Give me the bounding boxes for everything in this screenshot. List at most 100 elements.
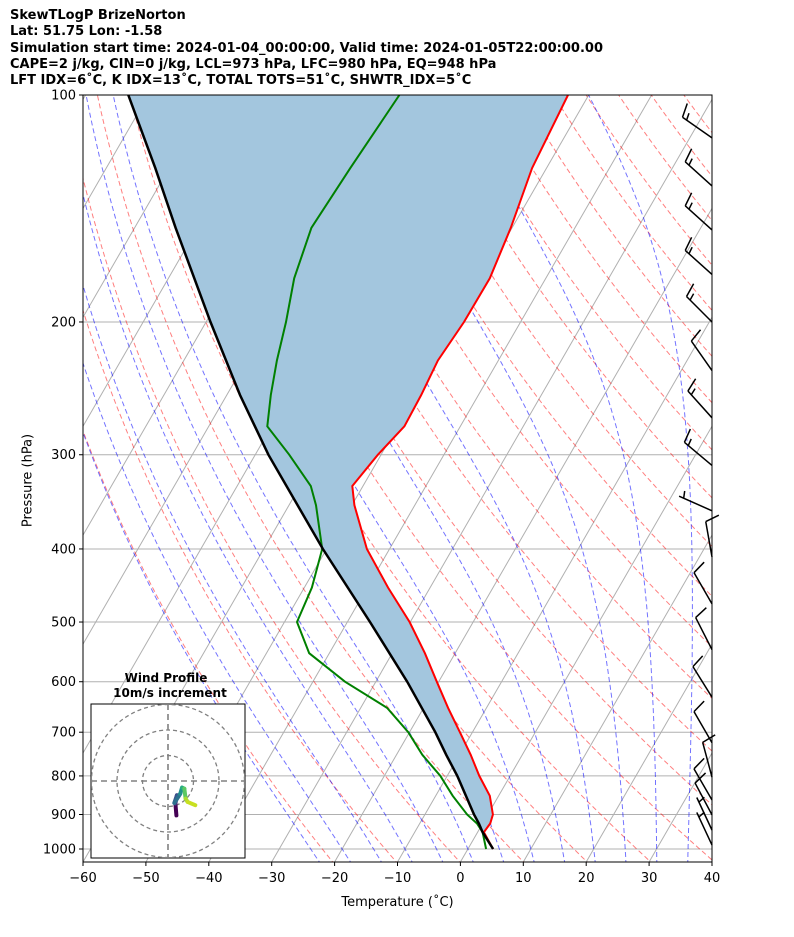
barb-staff [683, 441, 713, 467]
barb-staff [682, 116, 713, 139]
x-tick-label: −20 [321, 871, 348, 886]
isotherm [83, 95, 212, 319]
wind-barb [678, 490, 713, 512]
dry-adiabat [736, 78, 794, 865]
isotherm [83, 95, 150, 210]
moist-adiabat [83, 192, 413, 862]
wind-barb [684, 148, 713, 187]
wind-barb [687, 378, 713, 419]
dry-adiabat [324, 95, 712, 648]
barb-full [687, 378, 697, 392]
dry-adiabat [455, 95, 712, 451]
cape-shading [128, 95, 569, 849]
moist-adiabat [458, 95, 658, 862]
dry-adiabat [292, 95, 712, 700]
barb-half [688, 246, 693, 255]
barb-staff [684, 161, 713, 187]
barb-full [690, 329, 702, 342]
temperature-line [351, 95, 569, 850]
dry-adiabat [390, 95, 712, 548]
x-tick-label: 20 [578, 871, 595, 886]
title-indices: LFT IDX=6˚C, K IDX=13˚C, TOTAL TOTS=51˚C… [10, 73, 472, 89]
barb-staff [692, 666, 713, 698]
barb-staff [696, 812, 713, 846]
hodograph-subtitle: 10m/s increment [113, 686, 227, 700]
y-tick-label: 700 [51, 726, 76, 741]
barb-full [681, 103, 688, 118]
barb-full [683, 428, 692, 443]
moist-adiabat [359, 95, 627, 862]
barb-staff [705, 521, 713, 558]
barb-staff [678, 495, 713, 512]
x-tick-label: −40 [195, 871, 222, 886]
barb-full [684, 236, 693, 251]
barb-staff [694, 617, 713, 650]
wind-barb [681, 103, 713, 139]
profile-lines [127, 95, 569, 850]
dry-adiabat [259, 95, 712, 752]
moist-adiabat [588, 95, 693, 862]
wind-barb [684, 236, 713, 276]
y-tick-label: 1000 [43, 843, 76, 858]
chart-title: SkewTLogP BrizeNorton Lat: 51.75 Lon: -1… [10, 8, 603, 89]
isotherm [271, 98, 712, 862]
isotherm [334, 207, 712, 862]
hodograph-segment [185, 799, 198, 808]
y-axis-label: Pressure (hPa) [20, 433, 36, 528]
moist-adiabat [285, 95, 596, 862]
wind-barb [685, 283, 713, 323]
isotherm [208, 95, 653, 862]
moist-adiabat [85, 95, 444, 862]
wind-barb [693, 757, 713, 801]
title-times: Simulation start time: 2024-01-04_00:00:… [10, 40, 603, 56]
y-tick-label: 500 [51, 616, 76, 631]
dry-adiabat [422, 95, 712, 499]
x-tick-label: 10 [515, 871, 532, 886]
dry-adiabat [487, 95, 712, 404]
title-cape: CAPE=2 j/kg, CIN=0 j/kg, LCL=973 hPa, LF… [10, 56, 497, 72]
dry-adiabat [83, 429, 334, 862]
wind-barb [694, 772, 713, 816]
barb-half [682, 490, 686, 499]
barb-full [685, 283, 695, 297]
wind-barbs [678, 103, 720, 846]
dry-adiabat [83, 308, 398, 862]
barb-staff [696, 797, 713, 831]
barb-staff [684, 249, 713, 276]
barb-half [685, 112, 690, 121]
barb-full [684, 148, 693, 163]
dewpoint-line [266, 95, 488, 850]
barb-full [693, 757, 705, 770]
barb-full [694, 772, 707, 784]
barb-half [687, 438, 692, 446]
dry-adiabat [227, 95, 712, 806]
isotherm [522, 534, 712, 862]
x-tick-label: 40 [704, 871, 721, 886]
barb-staff [687, 390, 713, 419]
isotherm [459, 425, 712, 862]
x-tick-label: −50 [132, 871, 159, 886]
title-latlon: Lat: 51.75 Lon: -1.58 [10, 24, 163, 40]
dry-adiabat [83, 176, 461, 862]
y-tick-label: 100 [51, 89, 76, 104]
moist-adiabat [83, 283, 383, 862]
barb-full [684, 192, 693, 207]
y-tick-label: 800 [51, 769, 76, 784]
barb-staff [693, 572, 713, 605]
wind-barb [692, 655, 713, 698]
y-tick-label: 300 [51, 448, 76, 463]
wind-barb [693, 700, 713, 744]
moist-adiabat [83, 431, 321, 862]
barb-half [690, 388, 696, 396]
parcel-line [127, 95, 495, 850]
wind-barb [684, 192, 713, 231]
barb-staff [693, 768, 713, 801]
barb-staff [686, 295, 713, 323]
moist-adiabat [83, 361, 352, 862]
barb-full [693, 561, 705, 574]
x-tick-label: −30 [258, 871, 285, 886]
y-tick-label: 600 [51, 675, 76, 690]
x-tick-label: 0 [456, 871, 464, 886]
